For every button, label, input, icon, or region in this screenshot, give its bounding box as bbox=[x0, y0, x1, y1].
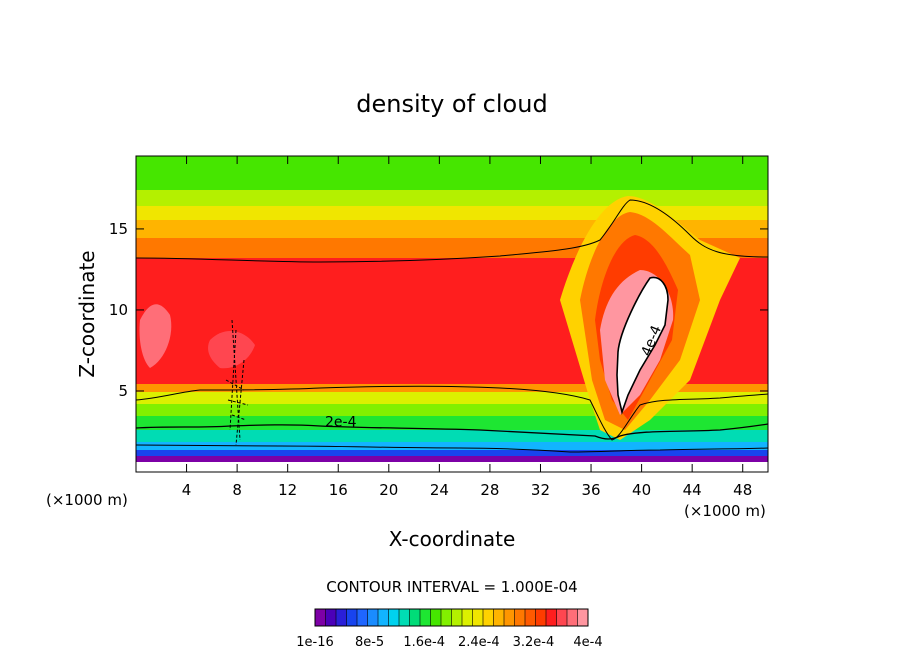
colorbar-labels: 1e-16 8e-5 1.6e-4 2.4e-4 3.2e-4 4e-4 bbox=[296, 635, 602, 650]
colorbar-swatch bbox=[420, 609, 431, 626]
colorbar-swatch bbox=[325, 609, 337, 626]
x-tick-label: 28 bbox=[480, 481, 499, 499]
left-pink-patch bbox=[139, 304, 172, 368]
x-tick-label: 36 bbox=[581, 481, 600, 499]
colorbar-swatch bbox=[451, 609, 463, 626]
band-light-blue bbox=[136, 442, 768, 452]
colorbar-swatch bbox=[430, 609, 442, 626]
colorbar-swatch bbox=[556, 609, 568, 626]
x-tick-label: 12 bbox=[278, 481, 297, 499]
colorbar-swatch bbox=[409, 609, 421, 626]
x-tick-label: 16 bbox=[329, 481, 348, 499]
y-axis-label: Z-coordinate bbox=[75, 250, 99, 377]
y-tick-label: 15 bbox=[109, 220, 128, 238]
colorbar-swatch bbox=[535, 609, 547, 626]
colorbar-label: 2.4e-4 bbox=[458, 635, 500, 650]
colorbar-swatch bbox=[378, 609, 389, 626]
colorbar-swatch bbox=[367, 609, 379, 626]
colorbar-swatch bbox=[315, 609, 326, 626]
x-tick-label: 20 bbox=[379, 481, 398, 499]
colorbar-label: 1.6e-4 bbox=[403, 635, 445, 650]
x-tick-label: 24 bbox=[430, 481, 449, 499]
colorbar-label: 8e-5 bbox=[355, 635, 384, 650]
colorbar-swatch bbox=[546, 609, 557, 626]
x-tick-label: 44 bbox=[683, 481, 702, 499]
plot-frame bbox=[135, 155, 769, 473]
mid-pink-patch bbox=[208, 330, 255, 369]
colorbar-swatch bbox=[525, 609, 536, 626]
y-tick-marks: 5 10 15 bbox=[109, 220, 768, 400]
colorbar-swatch bbox=[462, 609, 473, 626]
chart-title: density of cloud bbox=[356, 90, 547, 118]
contour-1e-4-upper bbox=[136, 199, 768, 263]
colorbar-swatch bbox=[483, 609, 494, 626]
colorbar-swatch bbox=[399, 609, 410, 626]
colorbar-swatch bbox=[493, 609, 505, 626]
colorbar-swatch bbox=[346, 609, 358, 626]
colorbar-swatch bbox=[567, 609, 578, 626]
contour-3e-4 bbox=[136, 444, 768, 453]
colorbar-swatch bbox=[514, 609, 526, 626]
x-tick-label: 48 bbox=[733, 481, 752, 499]
band-cyan bbox=[136, 430, 768, 444]
colorbar-swatch bbox=[388, 609, 400, 626]
colorbar-swatch bbox=[577, 609, 589, 626]
band-lower-orange bbox=[136, 384, 768, 394]
band-floor bbox=[136, 462, 768, 472]
colorbar-swatch bbox=[336, 609, 347, 626]
band-blue bbox=[136, 450, 768, 458]
x-tick-marks: 4 8 12 16 20 24 28 32 36 40 44 48 bbox=[182, 156, 752, 499]
colorbar bbox=[314, 608, 589, 627]
colorbar-swatch bbox=[504, 609, 515, 626]
updraft-core bbox=[617, 277, 668, 412]
colorbar-label: 3.2e-4 bbox=[513, 635, 555, 650]
y-tick-label: 10 bbox=[109, 301, 128, 319]
x-tick-label: 4 bbox=[182, 481, 192, 499]
contour-2e-4 bbox=[136, 423, 768, 440]
column-noise bbox=[225, 319, 249, 446]
contour-1e-4-lower bbox=[136, 385, 768, 441]
contour-label-2e-4: 2e-4 bbox=[325, 415, 357, 431]
contour-4e-4-core bbox=[616, 276, 669, 415]
x-tick-label: 32 bbox=[531, 481, 550, 499]
colorbar-label: 4e-4 bbox=[573, 635, 602, 650]
contour-interval-label: CONTOUR INTERVAL = 1.000E-04 bbox=[326, 578, 577, 596]
colorbar-swatch bbox=[357, 609, 368, 626]
x-tick-label: 8 bbox=[232, 481, 242, 499]
x-unit-label-left: (×1000 m) bbox=[46, 491, 128, 509]
colorbar-swatch bbox=[472, 609, 484, 626]
colorbar-label: 1e-16 bbox=[296, 635, 334, 650]
x-tick-label: 40 bbox=[632, 481, 651, 499]
density-field bbox=[136, 156, 768, 472]
x-axis-label: X-coordinate bbox=[389, 527, 516, 551]
band-upper-green bbox=[136, 156, 768, 196]
x-unit-label-right: (×1000 m) bbox=[684, 502, 766, 520]
colorbar-swatch bbox=[441, 609, 452, 626]
y-tick-label: 5 bbox=[118, 382, 128, 400]
